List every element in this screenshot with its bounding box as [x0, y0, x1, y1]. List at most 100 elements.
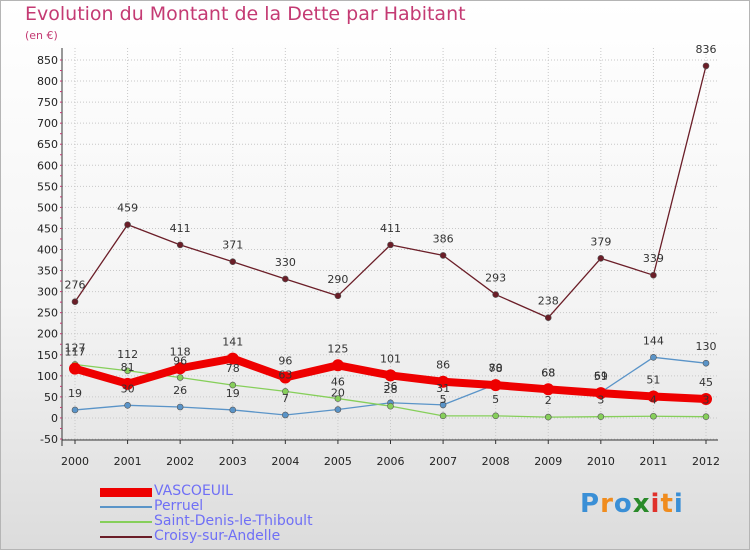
- data-label: 7: [282, 392, 289, 405]
- data-point: [282, 275, 289, 283]
- data-label: 3: [597, 394, 604, 407]
- data-point: [597, 255, 605, 262]
- y-tick-label: 500: [37, 201, 58, 214]
- legend-label: Croisy-sur-Andelle: [154, 528, 281, 544]
- data-label: 5: [440, 393, 447, 406]
- y-tick-label: 550: [37, 180, 58, 193]
- data-label: 96: [173, 355, 187, 368]
- y-tick-label: 50: [44, 391, 58, 404]
- data-point: [439, 252, 447, 259]
- data-label: 339: [643, 252, 664, 265]
- data-point: [542, 383, 555, 396]
- data-label: 379: [590, 235, 611, 248]
- data-point: [647, 390, 660, 403]
- data-point: [387, 402, 394, 410]
- data-point: [124, 221, 131, 228]
- logo-letter: P: [580, 489, 601, 519]
- logo-letter: t: [660, 489, 674, 519]
- data-point: [124, 402, 131, 409]
- data-point: [489, 379, 502, 392]
- data-point: [71, 406, 79, 414]
- y-tick-label: -50: [40, 433, 58, 446]
- data-label: 31: [436, 382, 450, 395]
- data-label: 96: [278, 355, 292, 368]
- data-label: 51: [646, 373, 660, 386]
- data-label: 19: [68, 387, 82, 400]
- y-tick-label: 0: [51, 412, 58, 425]
- data-point: [226, 352, 239, 365]
- data-label: 411: [170, 222, 191, 235]
- data-label: 293: [485, 272, 506, 285]
- data-point: [384, 369, 397, 382]
- data-label: 63: [278, 368, 292, 381]
- x-tick-label: 2010: [587, 455, 615, 468]
- data-label: 45: [699, 376, 713, 389]
- data-label: 3: [703, 394, 710, 407]
- data-label: 59: [594, 370, 608, 383]
- data-point: [331, 359, 344, 372]
- y-tick-label: 450: [37, 222, 58, 235]
- series-lines: [69, 62, 712, 421]
- data-label: 238: [538, 295, 559, 308]
- data-label: 836: [696, 43, 717, 56]
- data-label: 125: [327, 342, 348, 355]
- data-point: [387, 241, 394, 249]
- data-label: 81: [121, 361, 135, 374]
- grid-lines: [62, 48, 718, 441]
- x-tick-label: 2000: [61, 455, 89, 468]
- logo-letter: x: [632, 489, 651, 519]
- data-label: 68: [541, 366, 555, 379]
- x-tick-label: 2002: [166, 455, 194, 468]
- y-tick-label: 600: [37, 159, 58, 172]
- y-tick-label: 200: [37, 328, 58, 341]
- data-point: [176, 403, 184, 411]
- data-point: [702, 62, 710, 70]
- data-label: 290: [327, 273, 348, 286]
- legend-swatch: [100, 536, 152, 538]
- data-point: [71, 298, 79, 306]
- data-label: 26: [173, 384, 187, 397]
- data-label: 20: [331, 387, 345, 400]
- data-label: 276: [65, 279, 86, 292]
- y-tick-label: 100: [37, 370, 58, 383]
- data-label: 112: [117, 348, 138, 361]
- data-label: 28: [384, 383, 398, 396]
- data-label: 46: [331, 376, 345, 389]
- data-label: 80: [489, 361, 503, 374]
- data-label: 30: [121, 382, 135, 395]
- data-point: [176, 374, 184, 381]
- data-point: [439, 412, 447, 420]
- x-tick-label: 2012: [692, 455, 720, 468]
- data-label: 371: [222, 239, 243, 252]
- data-label: 4: [650, 393, 657, 406]
- y-tick-label: 250: [37, 307, 58, 320]
- y-tick-label: 750: [37, 96, 58, 109]
- data-point: [702, 413, 710, 420]
- data-point: [69, 362, 81, 375]
- chart-title: Evolution du Montant de la Dette par Hab…: [25, 3, 466, 25]
- data-label: 330: [275, 256, 296, 269]
- data-point: [282, 411, 289, 419]
- data-point: [492, 291, 499, 298]
- y-tick-label: 650: [37, 138, 58, 151]
- data-point: [597, 413, 605, 420]
- data-label: 459: [117, 202, 138, 215]
- legend-swatch: [100, 521, 152, 523]
- data-label: 144: [643, 334, 664, 347]
- y-tick-label: 800: [37, 75, 58, 88]
- y-tick-label: 150: [37, 349, 58, 362]
- legend-swatch: [100, 487, 152, 497]
- data-point: [492, 412, 499, 420]
- data-point: [544, 314, 552, 322]
- y-tick-label: 350: [37, 265, 58, 278]
- y-tick-label: 300: [37, 286, 58, 299]
- data-point: [334, 292, 342, 300]
- data-point: [229, 381, 237, 389]
- data-point: [544, 413, 552, 421]
- data-label: 19: [226, 387, 240, 400]
- chart-subtitle: (en €): [25, 29, 58, 42]
- data-label: 2: [545, 394, 552, 407]
